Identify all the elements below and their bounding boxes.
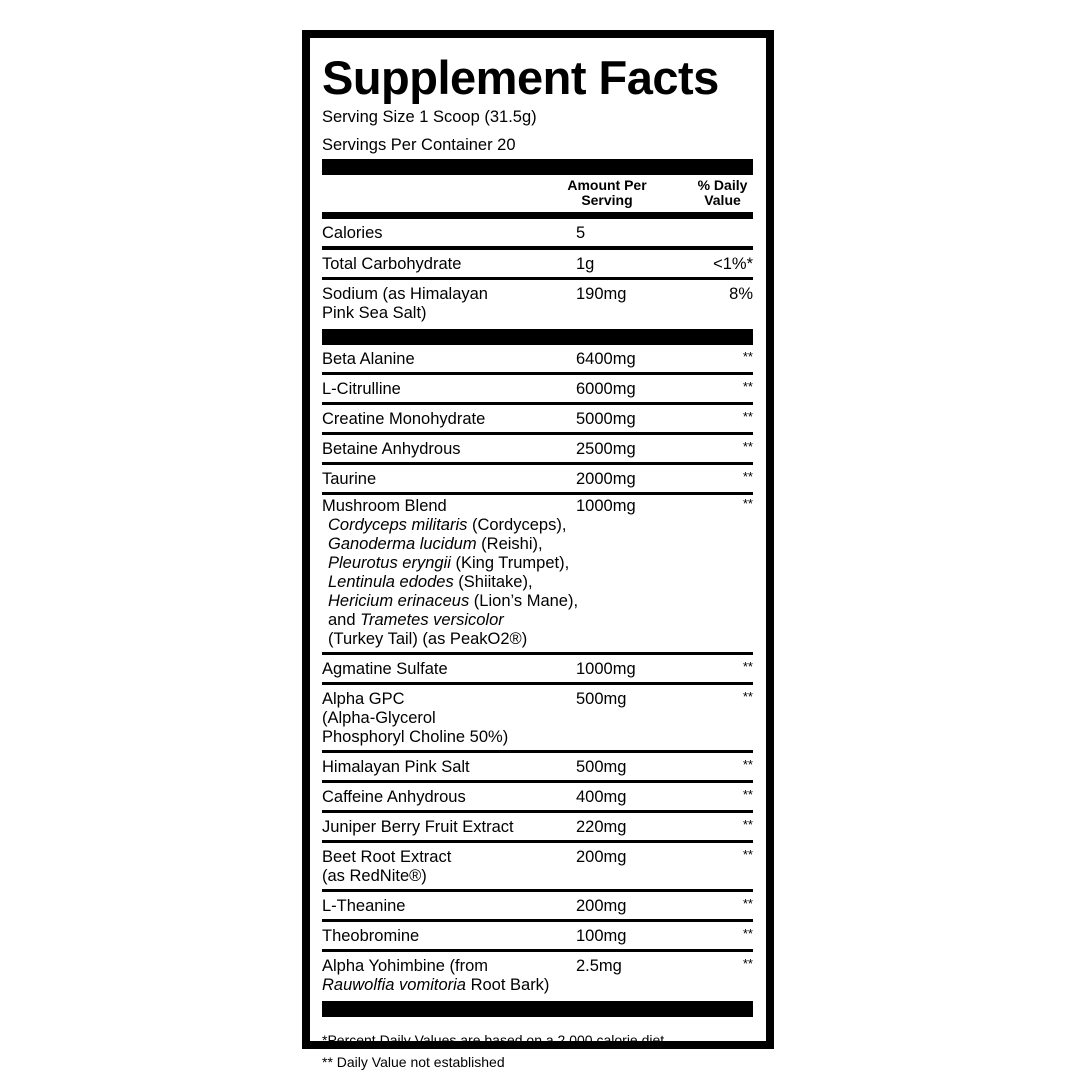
ingredient-row: Betaine Anhydrous 2500mg ** [322,435,753,465]
ingredient-row: Alpha GPC (Alpha-Glycerol Phosphoryl Choli… [322,685,753,753]
ingredient-row: Juniper Berry Fruit Extract 220mg ** [322,813,753,843]
footnote-daily-value: *Percent Daily Values are based on a 2,0… [322,1032,669,1048]
nutrient-row: Total Carbohydrate 1g <1%* [322,250,753,280]
amount-per-serving-header: Amount Per Serving [567,177,647,208]
divider-bar [322,329,753,345]
divider-bar [322,159,753,175]
nutrient-row: Sodium (as Himalayan Pink Sea Salt) 190mg 8… [322,285,753,322]
serving-size: Serving Size 1 Scoop (31.5g) [322,108,537,126]
ingredient-row: Theobromine 100mg ** [322,922,753,952]
servings-per-container: Servings Per Container 20 [322,136,516,154]
ingredient-row: Himalayan Pink Salt 500mg ** [322,753,753,783]
ingredient-row: L-Theanine 200mg ** [322,892,753,922]
panel-title: Supplement Facts [322,51,719,104]
ingredient-row: L-Citrulline 6000mg ** [322,375,753,405]
column-header: Amount Per Serving % Daily Value [322,175,753,219]
nutrient-row: Calories 5 [322,219,753,250]
ingredient-row: Creatine Monohydrate 5000mg ** [322,405,753,435]
ingredient-row-mushroom-blend: Mushroom Blend Cordyceps militaris (Cord… [322,495,753,655]
daily-value-header: % Daily Value [697,177,748,208]
ingredient-row: Agmatine Sulfate 1000mg ** [322,655,753,685]
ingredient-row: Caffeine Anhydrous 400mg ** [322,783,753,813]
divider-bar [322,1001,753,1017]
ingredient-row: Taurine 2000mg ** [322,465,753,495]
supplement-facts-panel: Supplement Facts Serving Size 1 Scoop (3… [302,30,774,1070]
ingredient-row: Beta Alanine 6400mg ** [322,345,753,375]
ingredient-row: Beet Root Extract (as RedNite®) 200mg ** [322,843,753,892]
footnote-not-established: ** Daily Value not established [322,1054,505,1070]
ingredient-row: Alpha Yohimbine (from Rauwolfia vomitoria… [322,956,753,995]
